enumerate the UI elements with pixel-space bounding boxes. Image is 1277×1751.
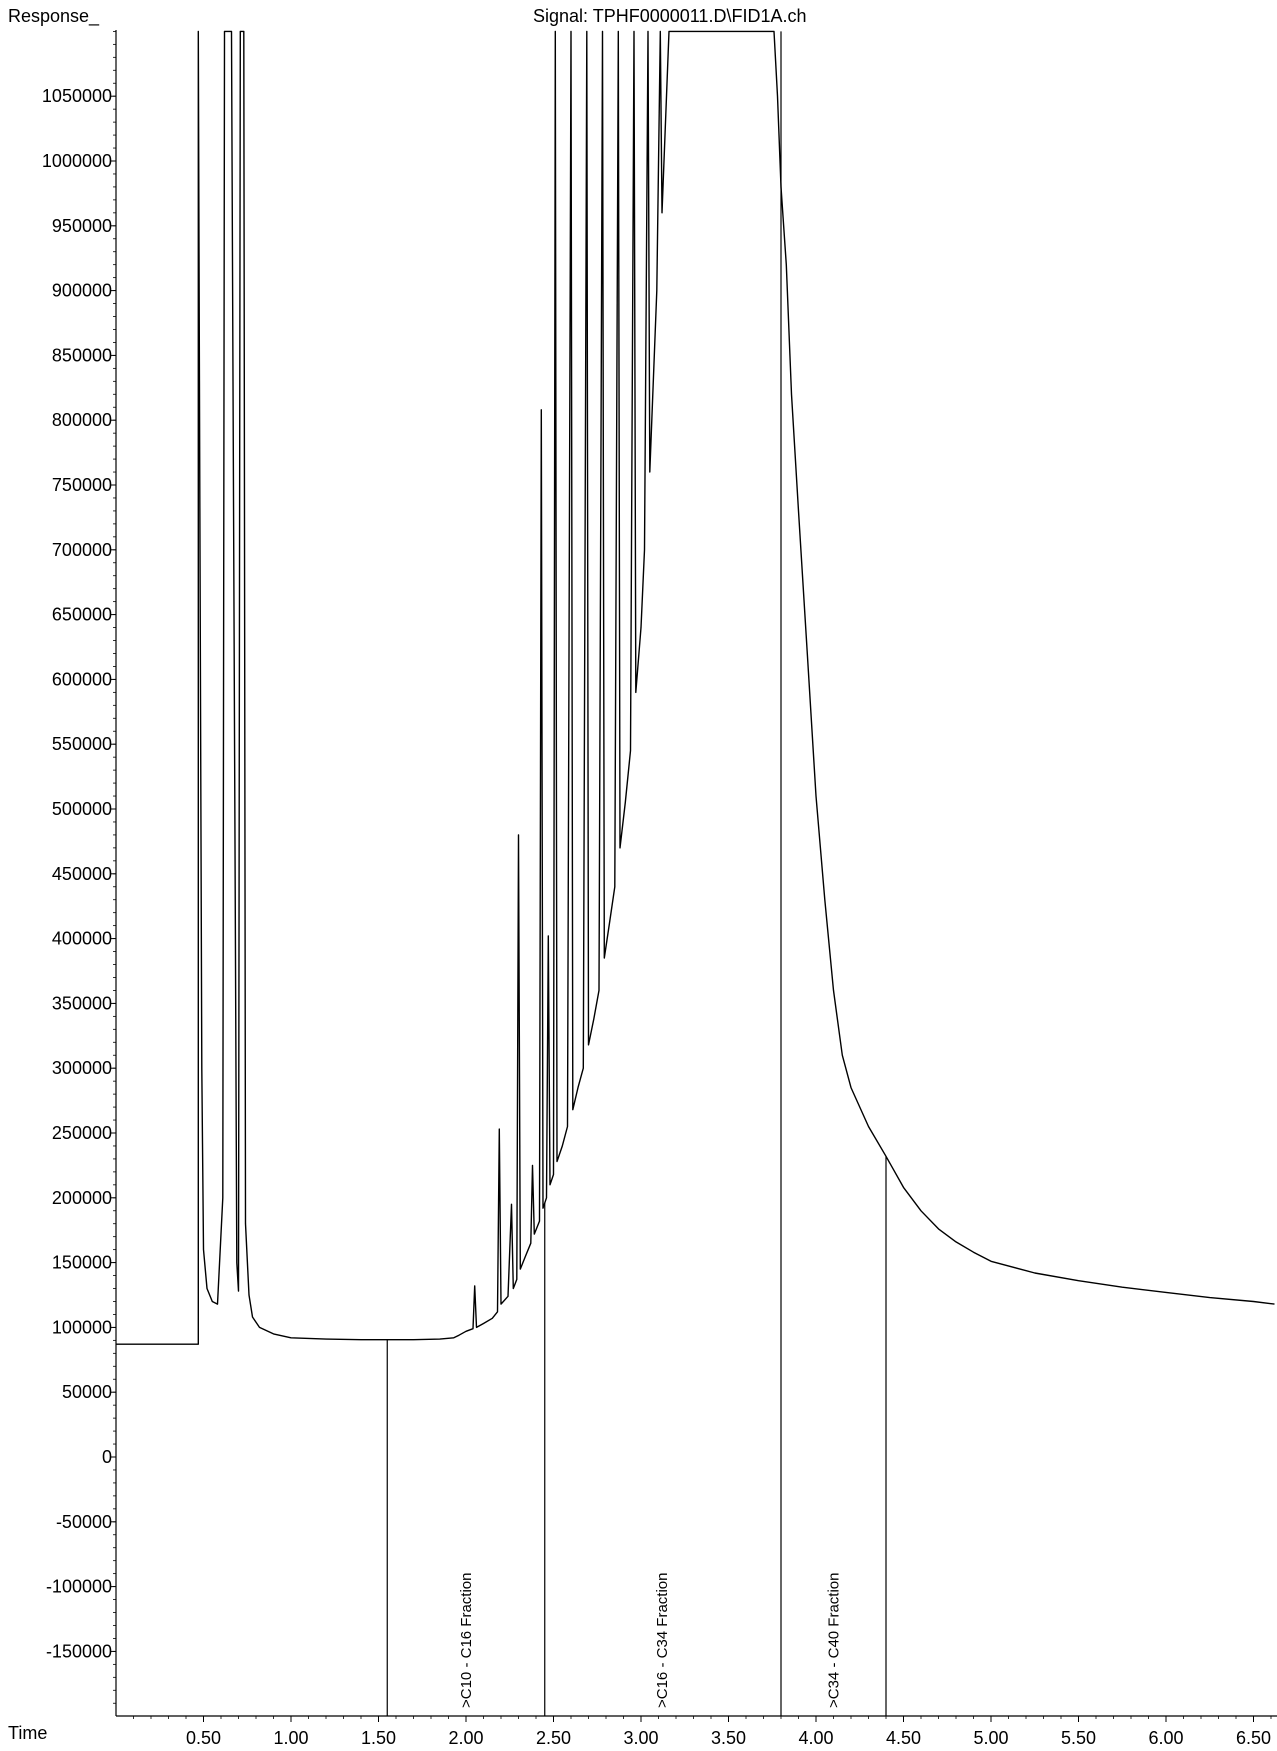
y-tick-label: 850000: [52, 345, 112, 365]
y-tick-label: 350000: [52, 993, 112, 1013]
y-tick-label: 550000: [52, 734, 112, 754]
chart-title: Signal: TPHF0000011.D\FID1A.ch: [533, 6, 807, 26]
x-tick-label: 1.50: [361, 1728, 396, 1748]
y-tick-label: 200000: [52, 1188, 112, 1208]
y-tick-label: 750000: [52, 475, 112, 495]
y-tick-label: 450000: [52, 864, 112, 884]
y-tick-label: 100000: [52, 1317, 112, 1337]
x-tick-label: 0.50: [186, 1728, 221, 1748]
y-tick-label: 1050000: [42, 86, 112, 106]
y-tick-label: 650000: [52, 605, 112, 625]
y-tick-label: 250000: [52, 1123, 112, 1143]
y-tick-label: -150000: [46, 1641, 112, 1661]
y-tick-label: 150000: [52, 1253, 112, 1273]
x-tick-label: 4.00: [798, 1728, 833, 1748]
y-axis-label: Response_: [8, 6, 100, 26]
y-tick-label: 500000: [52, 799, 112, 819]
y-tick-label: 950000: [52, 216, 112, 236]
y-tick-label: 400000: [52, 929, 112, 949]
x-tick-label: 5.50: [1061, 1728, 1096, 1748]
y-tick-label: -100000: [46, 1577, 112, 1597]
x-axis-label: Time: [8, 1723, 48, 1743]
y-tick-label: 1000000: [42, 151, 112, 171]
y-tick-label: 50000: [62, 1382, 112, 1402]
y-tick-label: 800000: [52, 410, 112, 430]
y-tick-label: -50000: [56, 1512, 112, 1532]
x-tick-label: 5.00: [973, 1728, 1008, 1748]
x-tick-label: 2.00: [448, 1728, 483, 1748]
fraction-label: >C10 - C16 Fraction: [458, 1573, 475, 1708]
y-tick-label: 0: [102, 1447, 112, 1467]
chromatogram-trace: [116, 30, 1275, 1345]
y-tick-label: 900000: [52, 281, 112, 301]
y-tick-label: 700000: [52, 540, 112, 560]
x-tick-label: 6.00: [1148, 1728, 1183, 1748]
x-tick-label: 3.00: [623, 1728, 658, 1748]
x-tick-label: 2.50: [536, 1728, 571, 1748]
x-tick-label: 1.00: [273, 1728, 308, 1748]
y-tick-label: 600000: [52, 669, 112, 689]
fraction-label: >C34 - C40 Fraction: [826, 1573, 843, 1708]
x-tick-label: 3.50: [711, 1728, 746, 1748]
x-tick-label: 4.50: [886, 1728, 921, 1748]
fraction-label: >C16 - C34 Fraction: [654, 1573, 671, 1708]
x-tick-label: 6.50: [1236, 1728, 1271, 1748]
y-tick-label: 300000: [52, 1058, 112, 1078]
